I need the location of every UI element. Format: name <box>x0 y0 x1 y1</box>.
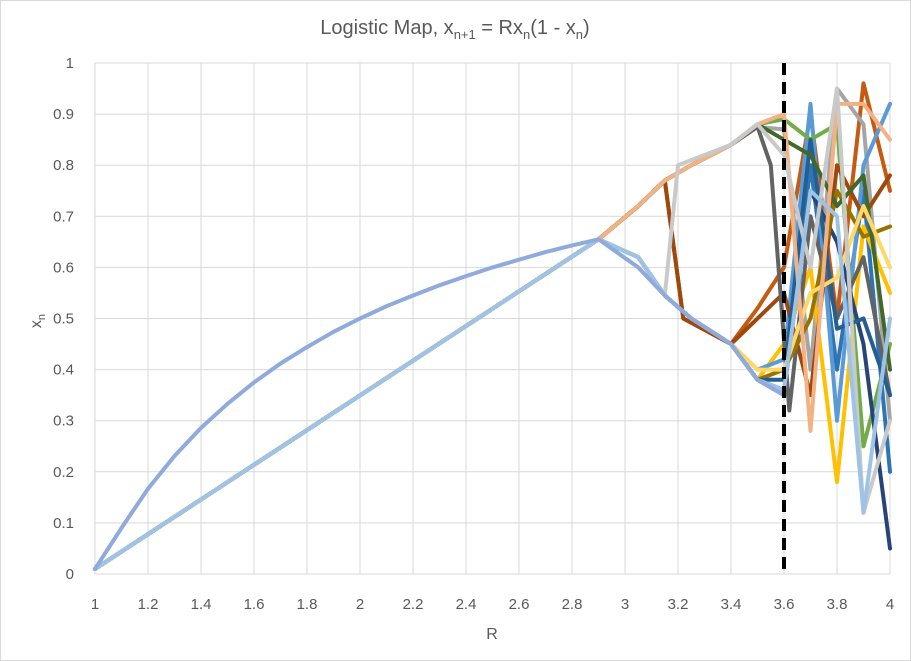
x-tick-label: 1.2 <box>138 596 159 613</box>
x-tick-label: 1 <box>91 596 99 613</box>
y-tick-label: 0.7 <box>53 208 74 225</box>
series-line <box>93 163 892 571</box>
y-tick-label: 0.8 <box>53 157 74 174</box>
x-tick-label: 2 <box>356 596 364 613</box>
x-tick-label: 3.6 <box>774 596 795 613</box>
x-tick-label: 3.4 <box>721 596 742 613</box>
series-line <box>93 224 892 571</box>
x-tick-label: 3 <box>621 596 629 613</box>
y-tick-label: 0.1 <box>53 515 74 532</box>
y-axis-label-sub: n <box>36 314 48 320</box>
y-tick-label: 0.4 <box>53 362 74 379</box>
y-tick-label: 0 <box>66 566 74 583</box>
x-tick-label: 2.4 <box>456 596 477 613</box>
x-tick-label: 1.4 <box>191 596 212 613</box>
series-line <box>93 137 892 571</box>
y-tick-label: 0.3 <box>53 413 74 430</box>
y-tick-label: 0.9 <box>53 106 74 123</box>
x-tick-labels: 1 1.2 1.4 1.6 1.8 2 2.2 2.4 2.6 2.8 3 3.2 3.4 3.6 3.8 4 <box>91 596 894 613</box>
series-lines <box>93 81 892 571</box>
x-tick-label: 4 <box>886 596 894 613</box>
title-after: (1 - x <box>530 17 576 39</box>
series-line <box>93 163 892 571</box>
y-tick-labels: 0 0.1 0.2 0.3 0.4 0.5 0.6 0.7 0.8 0.9 1 <box>53 55 74 583</box>
y-tick-label: 0.6 <box>53 259 74 276</box>
series-line <box>93 124 892 571</box>
x-tick-label: 2.8 <box>562 596 583 613</box>
y-axis-label: xn <box>28 314 48 328</box>
x-tick-label: 1.8 <box>297 596 318 613</box>
series-line <box>93 81 892 571</box>
title-subscript-3: n <box>576 27 583 42</box>
x-tick-label: 3.8 <box>827 596 848 613</box>
x-tick-label: 1.6 <box>244 596 265 613</box>
x-tick-label: 2.6 <box>509 596 530 613</box>
title-subscript-2: n <box>523 27 530 42</box>
chart-title: Logistic Map, xn+1 = Rxn(1 - xn) <box>320 17 589 42</box>
x-tick-label: 3.2 <box>668 596 689 613</box>
x-tick-label: 2.2 <box>403 596 424 613</box>
title-prefix: Logistic Map, x <box>320 17 453 39</box>
y-tick-label: 1 <box>66 55 74 72</box>
y-tick-label: 0.5 <box>53 311 74 328</box>
title-suffix: ) <box>583 17 590 39</box>
title-subscript-1: n+1 <box>454 27 476 42</box>
title-middle: = Rx <box>476 17 523 39</box>
x-axis-label: R <box>486 626 498 643</box>
y-axis-label-base: x <box>28 320 45 328</box>
series-line <box>93 237 786 571</box>
y-tick-label: 0.2 <box>53 464 74 481</box>
